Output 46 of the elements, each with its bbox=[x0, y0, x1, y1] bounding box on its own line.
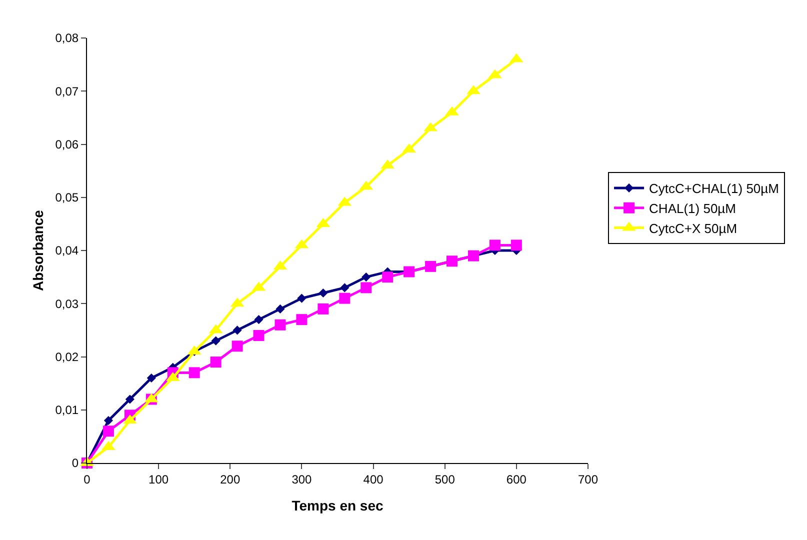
x-tick-label: 0 bbox=[84, 472, 91, 486]
point bbox=[296, 314, 308, 326]
y-axis-title: Absorbance bbox=[30, 210, 46, 291]
y-tick-label: 0,04 bbox=[55, 244, 79, 258]
point bbox=[489, 240, 500, 251]
x-tick-label: 200 bbox=[220, 472, 240, 486]
y-tick-label: 0,07 bbox=[55, 84, 79, 98]
point bbox=[362, 272, 371, 282]
legend-label: CytcC+X 50µM bbox=[649, 220, 738, 236]
y-tick-label: 0,02 bbox=[55, 350, 79, 364]
point bbox=[510, 240, 522, 251]
y-tick-label: 0 bbox=[72, 456, 79, 470]
y-tick-label: 0,06 bbox=[55, 137, 79, 152]
point bbox=[232, 326, 242, 335]
point bbox=[318, 288, 328, 298]
legend-label: CytcC+CHAL(1) 50µM bbox=[649, 181, 779, 196]
point bbox=[274, 319, 286, 330]
y-tick-label: 0,01 bbox=[55, 403, 79, 418]
point bbox=[146, 373, 156, 383]
point bbox=[360, 282, 372, 294]
point bbox=[340, 283, 350, 292]
x-tick-label: 600 bbox=[506, 472, 527, 486]
x-tick-label: 400 bbox=[363, 472, 384, 486]
point bbox=[188, 367, 200, 378]
point bbox=[125, 394, 134, 404]
point bbox=[382, 272, 394, 283]
point bbox=[318, 303, 329, 314]
x-tick-label: 300 bbox=[292, 472, 312, 486]
point bbox=[339, 292, 350, 304]
point bbox=[211, 336, 220, 346]
point bbox=[210, 356, 222, 368]
point bbox=[254, 315, 264, 324]
point bbox=[232, 340, 243, 352]
y-tick-label: 0,05 bbox=[55, 190, 79, 205]
y-tick-label: 0,03 bbox=[55, 296, 79, 311]
point bbox=[104, 416, 114, 426]
x-axis-title: Temps en sec bbox=[292, 498, 384, 514]
point bbox=[297, 294, 306, 303]
point bbox=[102, 426, 114, 437]
x-tick-label: 700 bbox=[578, 472, 598, 486]
x-tick-label: 100 bbox=[148, 472, 169, 486]
x-tick-label: 500 bbox=[434, 472, 456, 486]
point bbox=[276, 304, 285, 314]
legend-label: CHAL(1) 50µM bbox=[649, 200, 736, 216]
y-tick-label: 0,08 bbox=[55, 31, 79, 46]
point bbox=[253, 330, 264, 341]
